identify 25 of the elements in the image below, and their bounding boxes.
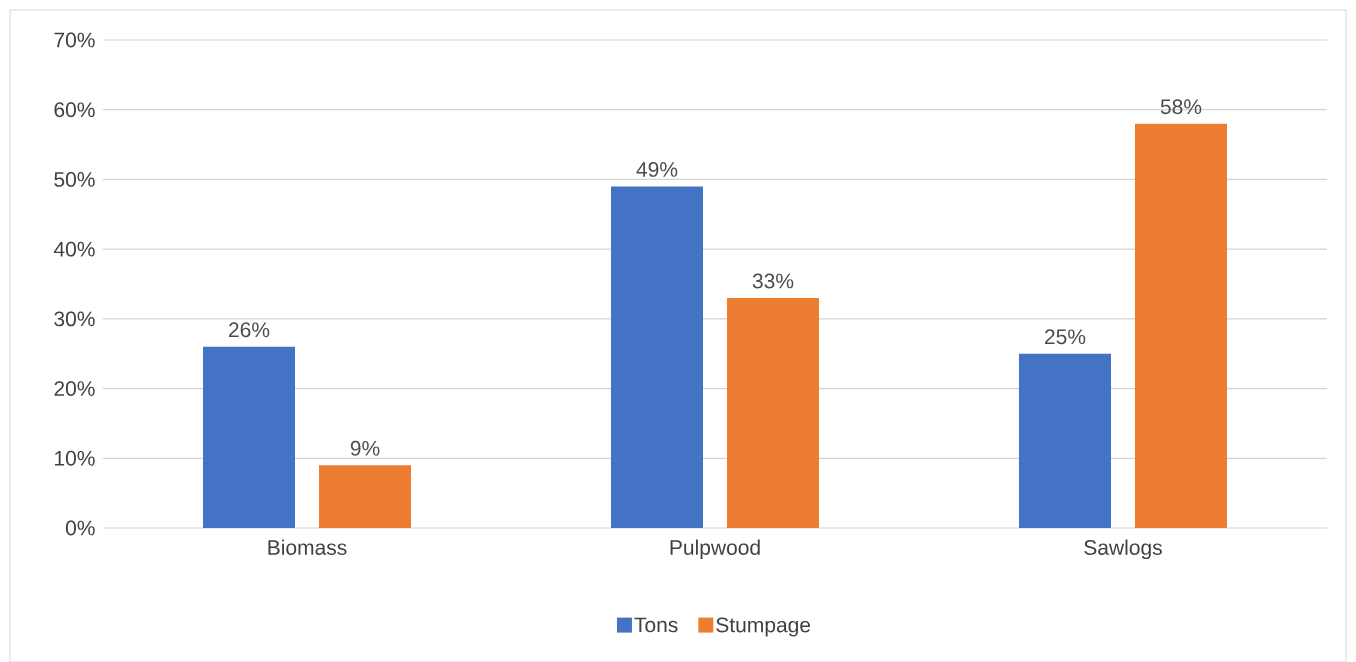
y-tick-label: 50%: [54, 172, 95, 187]
y-tick-label: 60%: [54, 102, 95, 118]
bar: [1018, 353, 1111, 528]
legend-label: Stumpage: [716, 617, 811, 637]
data-label: 58%: [1160, 99, 1202, 115]
x-tick-label: Pulpwood: [670, 539, 760, 560]
bar: [1134, 123, 1227, 528]
bar: [203, 346, 295, 528]
bar: [319, 465, 411, 528]
data-label: 25%: [1045, 329, 1086, 345]
data-label: 26%: [229, 322, 270, 338]
data-label: 33%: [752, 273, 794, 289]
y-tick-label: 20%: [54, 381, 95, 397]
x-tick-label: Sawlogs: [1084, 539, 1162, 560]
y-tick-label: 0%: [65, 520, 95, 536]
bar: [610, 186, 703, 528]
y-tick-label: 10%: [55, 450, 95, 466]
data-label: 9%: [350, 440, 380, 456]
y-tick-label: 30%: [54, 311, 95, 327]
legend-label: Tons: [634, 617, 678, 633]
y-tick-label: 70%: [54, 32, 95, 48]
y-tick-label: 40%: [53, 241, 95, 257]
bar: [727, 297, 819, 528]
data-label: 49%: [636, 162, 678, 177]
x-tick-label: Biomass: [268, 539, 347, 555]
